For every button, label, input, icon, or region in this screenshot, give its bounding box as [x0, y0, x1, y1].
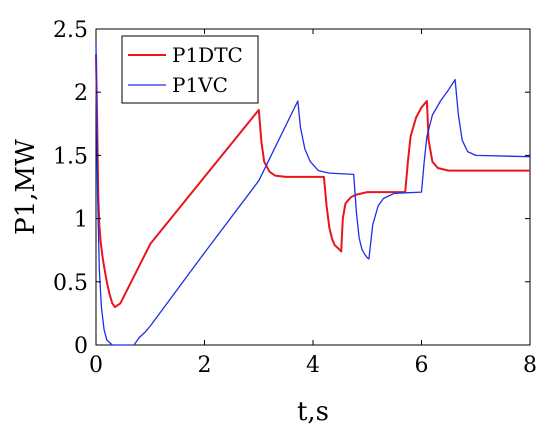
legend-label-p1vc: P1VC [172, 73, 228, 97]
y-tick-label: 1 [74, 208, 88, 233]
y-axis-label: P1,MW [11, 139, 41, 235]
y-tick-label: 2 [74, 81, 88, 106]
legend: P1DTC P1VC [121, 35, 259, 104]
series-line-p1vc [95, 44, 531, 346]
x-tick-label: 0 [89, 353, 103, 378]
x-tick-label: 4 [306, 353, 320, 378]
series-line-p1dtc [95, 54, 530, 309]
y-tick-label: 1.5 [53, 144, 88, 169]
tick-layer: 0 2 4 6 8 0 0.5 1 1.5 2 2.5 [53, 18, 537, 378]
x-tick-label: 2 [198, 353, 212, 378]
x-tick-label: 6 [415, 353, 429, 378]
y-tick-label: 2.5 [53, 18, 88, 43]
x-tick-label: 8 [523, 353, 537, 378]
x-axis-label: t,s [297, 397, 329, 427]
y-tick-label: 0.5 [53, 271, 88, 296]
legend-label-p1dtc: P1DTC [172, 43, 243, 67]
y-tick-label: 0 [74, 334, 88, 359]
legend-box [121, 35, 259, 104]
series-layer [95, 44, 531, 346]
